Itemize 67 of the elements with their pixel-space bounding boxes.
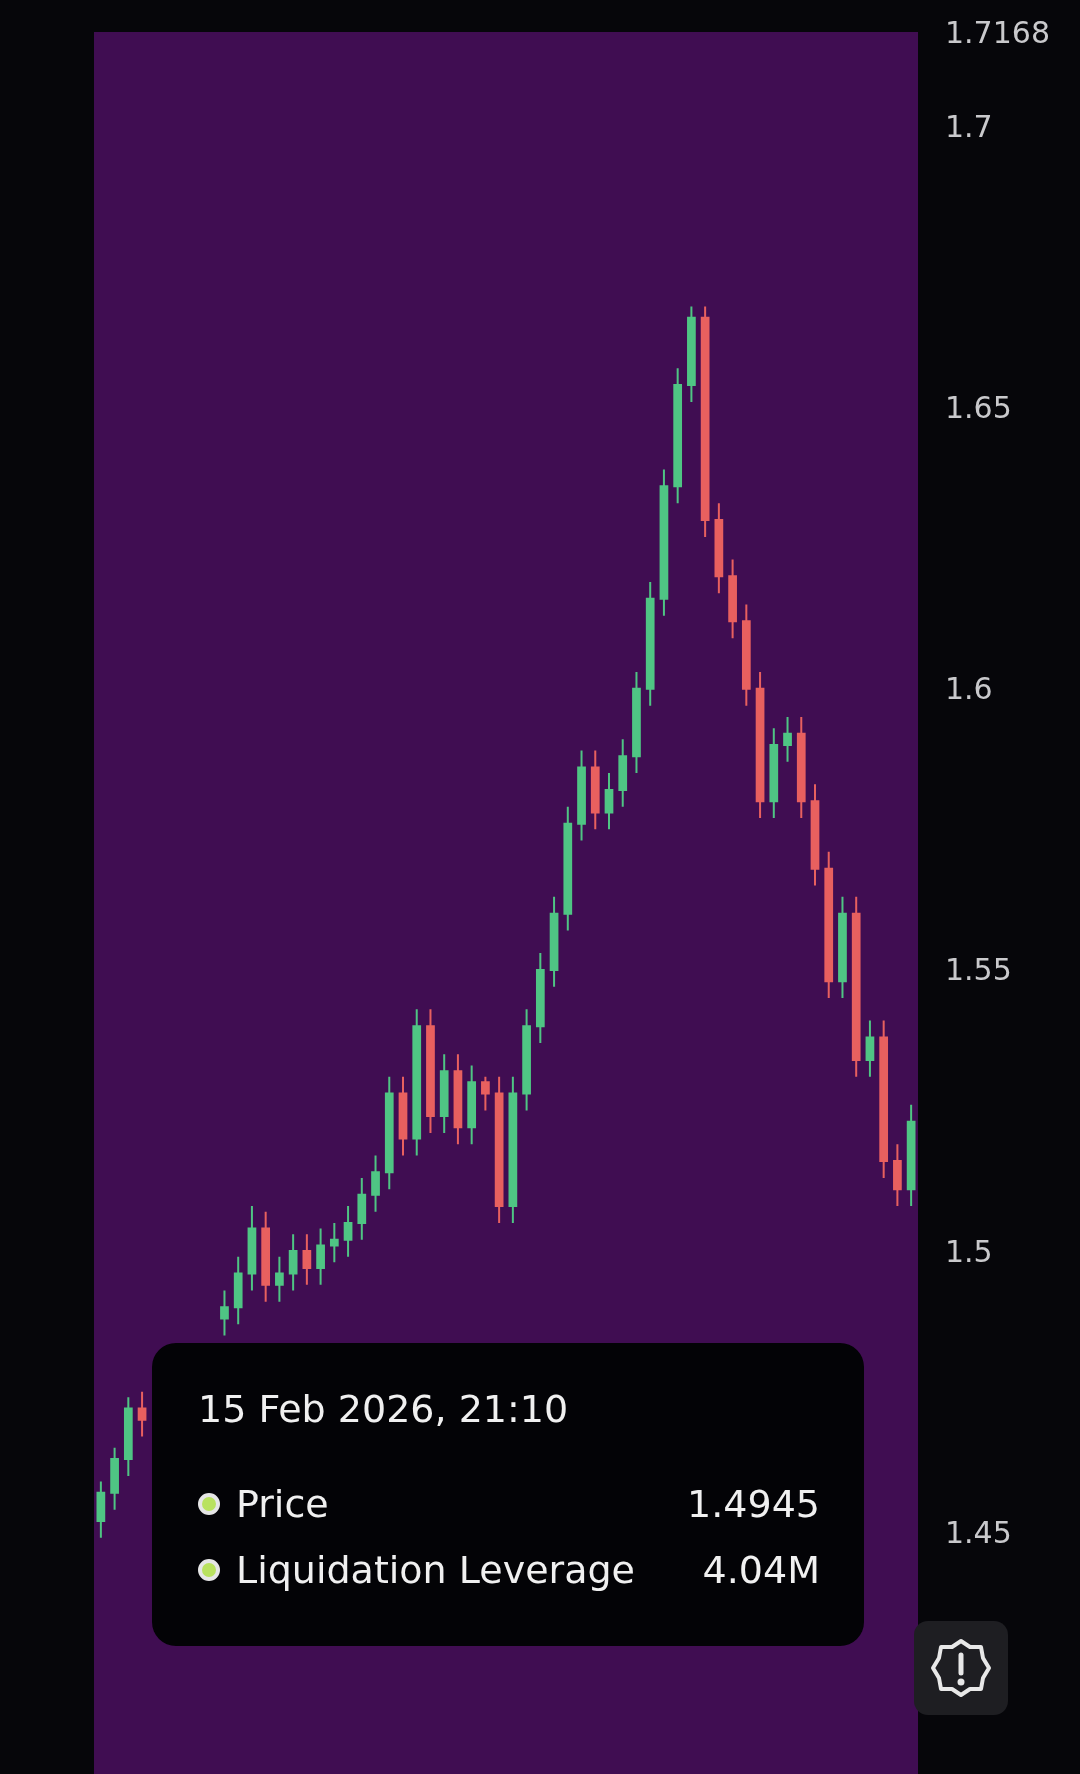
candlestick xyxy=(453,1053,463,1146)
candlestick xyxy=(645,580,655,707)
candlestick xyxy=(439,1053,449,1134)
candlestick xyxy=(604,772,614,831)
candlestick xyxy=(522,1008,531,1112)
candlestick xyxy=(247,1205,257,1292)
candlestick xyxy=(398,1075,408,1157)
candlestick xyxy=(137,1390,147,1438)
candlestick xyxy=(343,1205,353,1258)
annotation: Price xyxy=(236,1482,329,1526)
candlestick xyxy=(549,895,559,988)
candlestick xyxy=(123,1396,133,1477)
candlestick xyxy=(577,749,586,842)
candlestick xyxy=(233,1255,243,1326)
candlestick xyxy=(481,1075,490,1112)
candlestick xyxy=(426,1008,435,1134)
y-tick-label: 1.45 xyxy=(945,1514,1012,1550)
candlestick xyxy=(659,468,669,617)
candlestick xyxy=(357,1176,367,1241)
candlestick xyxy=(700,305,710,538)
candlestick xyxy=(796,715,806,820)
annotation: 1.4945 xyxy=(687,1482,820,1526)
y-tick-label: 1.7 xyxy=(945,108,993,144)
candlestick xyxy=(412,1008,422,1157)
candlestick xyxy=(563,805,573,932)
candlestick xyxy=(783,715,792,763)
candlestick xyxy=(906,1103,916,1208)
candlestick xyxy=(824,850,834,1000)
y-tick-label: 1.5 xyxy=(945,1233,993,1269)
candlestick xyxy=(893,1143,902,1208)
annotation: Liquidation Leverage xyxy=(236,1548,635,1592)
annotation: 4.04M xyxy=(702,1548,820,1592)
candlestick xyxy=(508,1075,518,1224)
candlestick xyxy=(590,749,600,831)
candlestick xyxy=(220,1289,229,1337)
candlestick xyxy=(467,1064,477,1146)
candlestick xyxy=(371,1154,380,1213)
candlestick xyxy=(851,895,861,1078)
candlestick xyxy=(316,1227,325,1286)
candlestick xyxy=(275,1255,284,1303)
candlestick xyxy=(110,1446,119,1511)
y-tick-label: 1.6 xyxy=(945,671,993,707)
candlestick xyxy=(329,1221,339,1264)
candlestick xyxy=(838,895,847,1000)
candlestick xyxy=(687,305,696,403)
candlestick xyxy=(673,367,683,505)
candlestick xyxy=(632,670,641,775)
candlestick xyxy=(261,1210,271,1303)
candlestick xyxy=(728,558,737,640)
y-tick-label: 1.65 xyxy=(945,390,1012,426)
candlestick xyxy=(810,783,820,887)
candlestick xyxy=(741,603,751,707)
y-tick-label: 1.55 xyxy=(945,952,1012,988)
candlestick xyxy=(865,1019,875,1078)
candlestick xyxy=(618,738,628,808)
candlestick xyxy=(384,1075,394,1191)
candlestick xyxy=(494,1075,504,1224)
candlestick xyxy=(535,952,545,1045)
candlestick xyxy=(879,1019,889,1179)
annotation: 15 Feb 2026, 21:10 xyxy=(198,1387,570,1431)
candlestick xyxy=(769,727,779,820)
y-tick-label: 1.7168 xyxy=(945,14,1050,50)
candlestick xyxy=(96,1480,106,1539)
candlestick xyxy=(714,502,724,595)
candlestick xyxy=(302,1233,312,1286)
candlestick xyxy=(288,1233,298,1292)
candlestick xyxy=(755,670,765,820)
